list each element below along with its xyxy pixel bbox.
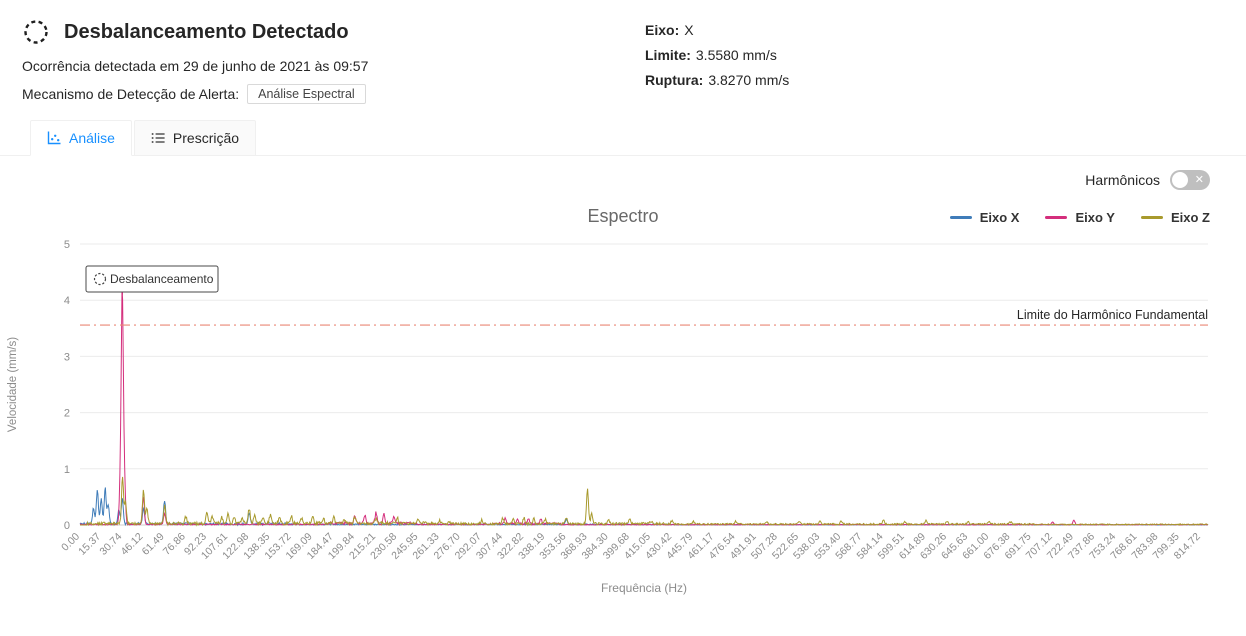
annotation-box[interactable] xyxy=(85,265,219,293)
legend-item-eixo-y[interactable]: Eixo Y xyxy=(1045,210,1115,225)
tab-analise[interactable]: Análise xyxy=(30,120,132,156)
chart-legend: Eixo X Eixo Y Eixo Z xyxy=(949,210,1210,225)
tab-bar: Análise Prescrição xyxy=(0,120,1246,156)
y-tick-label: 0 xyxy=(64,520,70,532)
limit-label: Limite: xyxy=(645,47,691,63)
x-tick-label: 30.74 xyxy=(97,531,124,558)
axis-label: Eixo: xyxy=(645,22,680,38)
dot-chart-icon xyxy=(47,131,61,145)
analysis-panel: Harmônicos ✕ Espectro Eixo X Eixo Y Eixo Z… xyxy=(0,156,1246,617)
series-line-eixo-y xyxy=(79,288,1209,527)
harmonics-row: Harmônicos ✕ xyxy=(0,170,1246,190)
axis-value: X xyxy=(684,22,694,38)
legend-swatch xyxy=(1045,216,1068,219)
tab-prescricao[interactable]: Prescrição xyxy=(133,120,257,156)
y-axis-title: Velocidade (mm/s) xyxy=(7,337,19,432)
x-tick-label: 61.49 xyxy=(140,531,167,558)
rupture-value: 3.8270 mm/s xyxy=(708,72,790,88)
y-tick-label: 2 xyxy=(64,408,70,420)
legend-label: Eixo Y xyxy=(1075,210,1115,225)
alert-header-left: Desbalanceamento Detectado Ocorrência de… xyxy=(22,18,645,104)
chart-head: Espectro Eixo X Eixo Y Eixo Z xyxy=(0,206,1246,236)
switch-knob xyxy=(1172,172,1188,188)
list-icon xyxy=(151,131,165,145)
annotation-unbalance-icon xyxy=(93,272,107,286)
harmonics-switch[interactable]: ✕ xyxy=(1170,170,1210,190)
dashed-circle-unbalance-icon xyxy=(22,18,50,46)
close-icon: ✕ xyxy=(1194,174,1204,186)
legend-item-eixo-x[interactable]: Eixo X xyxy=(949,210,1020,225)
y-tick-label: 5 xyxy=(64,239,70,251)
legend-label: Eixo X xyxy=(979,210,1020,225)
tab-label: Análise xyxy=(69,130,115,146)
mechanism-label: Mecanismo de Detecção de Alerta: xyxy=(22,86,240,102)
series-line-eixo-z xyxy=(80,476,1209,527)
x-tick-label: 15.37 xyxy=(76,531,103,558)
spectrum-chart[interactable]: 0123450.0015.3730.7446.1261.4976.8692.23… xyxy=(0,236,1246,612)
legend-item-eixo-z[interactable]: Eixo Z xyxy=(1140,210,1210,225)
alert-header: Desbalanceamento Detectado Ocorrência de… xyxy=(0,0,1246,104)
mechanism-tag: Análise Espectral xyxy=(247,84,366,104)
x-tick-label: 46.12 xyxy=(118,531,145,558)
series-line-eixo-x xyxy=(79,487,1209,527)
occurrence-text: Ocorrência detectada em 29 de junho de 2… xyxy=(22,58,369,74)
rupture-label: Ruptura: xyxy=(645,72,704,88)
x-tick-label: 76.86 xyxy=(161,531,188,558)
legend-swatch xyxy=(1140,216,1163,219)
page-title: Desbalanceamento Detectado xyxy=(64,20,349,43)
legend-label: Eixo Z xyxy=(1170,210,1210,225)
limit-value: 3.5580 mm/s xyxy=(695,47,777,63)
alert-meta: Eixo: X Limite: 3.5580 mm/s Ruptura: 3.8270… xyxy=(645,18,789,104)
annotation-label: Desbalanceamento xyxy=(110,272,214,286)
x-axis-title: Frequência (Hz) xyxy=(601,581,687,595)
chart-title: Espectro xyxy=(587,206,659,226)
y-tick-label: 3 xyxy=(64,351,70,363)
legend-swatch xyxy=(949,216,972,219)
limit-line-label: Limite do Harmônico Fundamental xyxy=(1017,308,1208,322)
tab-label: Prescrição xyxy=(172,130,240,146)
y-tick-label: 1 xyxy=(64,464,70,476)
harmonics-label: Harmônicos xyxy=(1085,172,1160,188)
y-tick-label: 4 xyxy=(64,295,70,307)
